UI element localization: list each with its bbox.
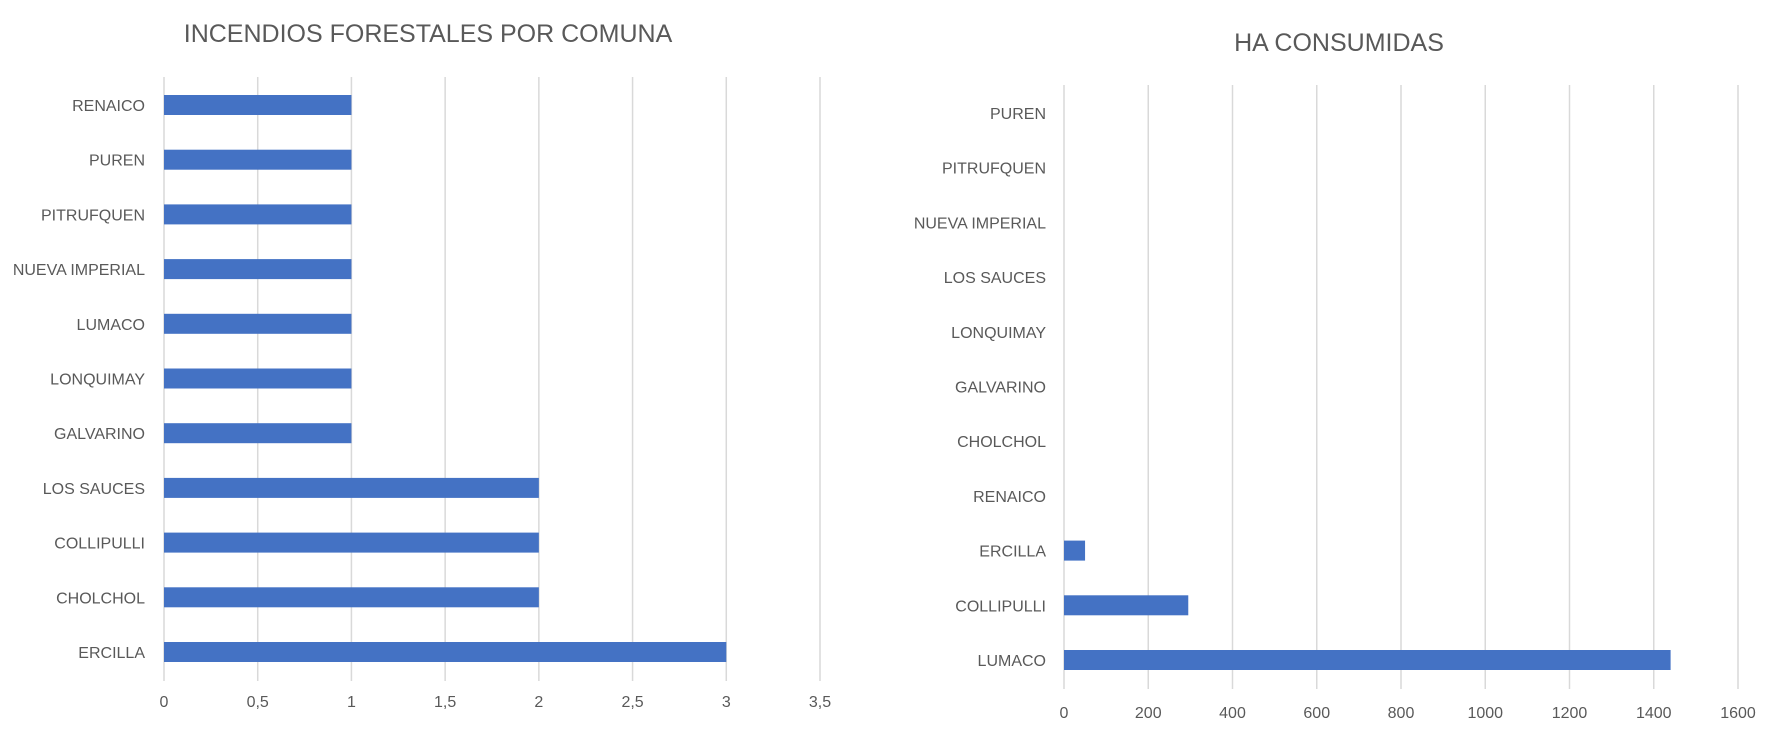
incendios-bar: [164, 95, 352, 115]
ha-consumidas-category-label: LOS SAUCES: [944, 270, 1046, 287]
incendios-bar: [164, 477, 539, 498]
incendios-x-tick-label: 2,5: [621, 694, 643, 711]
ha-consumidas-x-tick-label: 1400: [1636, 705, 1672, 722]
ha-consumidas-chart-title: HA CONSUMIDAS: [1234, 29, 1444, 57]
incendios-chart: INCENDIOS FORESTALES POR COMUNA 0 0,5 1 1,5…: [13, 20, 831, 711]
incendios-x-tick-label: 2: [534, 694, 543, 711]
incendios-category-label: PUREN: [89, 153, 145, 170]
ha-consumidas-category-label: PITRUFQUEN: [942, 161, 1046, 178]
incendios-bar: [164, 587, 539, 608]
ha-consumidas-x-tick-label: 1000: [1467, 705, 1503, 722]
ha-consumidas-category-label: COLLIPULLI: [955, 598, 1046, 615]
ha-consumidas-chart: HA CONSUMIDAS 0 200 400 600 800 1000 1200 1400 1…: [914, 29, 1756, 722]
ha-consumidas-x-tick-label: 600: [1303, 705, 1330, 722]
ha-consumidas-category-label: LONQUIMAY: [951, 325, 1046, 342]
incendios-category-label: GALVARINO: [54, 426, 145, 443]
incendios-chart-title: INCENDIOS FORESTALES POR COMUNA: [184, 20, 673, 48]
ha-consumidas-category-label: GALVARINO: [955, 380, 1046, 397]
incendios-bar: [164, 642, 727, 662]
incendios-category-label: RENAICO: [72, 98, 145, 115]
ha-consumidas-bar: [1064, 595, 1189, 616]
ha-consumidas-x-tick-label: 1200: [1552, 705, 1588, 722]
incendios-bar: [164, 259, 352, 280]
incendios-category-label: ERCILLA: [78, 645, 145, 662]
ha-consumidas-bar: [1064, 540, 1086, 561]
incendios-x-tick-label: 0,5: [247, 694, 269, 711]
ha-consumidas-category-label: LUMACO: [978, 653, 1046, 670]
ha-consumidas-category-label: NUEVA IMPERIAL: [914, 215, 1046, 232]
incendios-category-label: COLLIPULLI: [54, 536, 145, 553]
incendios-x-tick-label: 1,5: [434, 694, 456, 711]
ha-consumidas-x-tick-label: 1600: [1720, 705, 1756, 722]
incendios-x-tick-label: 3,5: [809, 694, 831, 711]
incendios-category-label: LONQUIMAY: [50, 372, 145, 389]
incendios-bar: [164, 532, 539, 553]
incendios-bar: [164, 204, 352, 225]
incendios-x-tick-label: 0: [160, 694, 169, 711]
incendios-category-label: LUMACO: [77, 317, 145, 334]
ha-consumidas-x-tick-label: 0: [1060, 705, 1069, 722]
ha-consumidas-x-tick-label: 400: [1219, 705, 1246, 722]
ha-consumidas-category-label: ERCILLA: [979, 544, 1046, 561]
incendios-category-label: LOS SAUCES: [43, 481, 145, 498]
incendios-bar: [164, 368, 352, 389]
ha-consumidas-x-tick-label: 200: [1135, 705, 1162, 722]
ha-consumidas-category-label: PUREN: [990, 106, 1046, 123]
incendios-category-label: NUEVA IMPERIAL: [13, 262, 145, 279]
ha-consumidas-bar: [1064, 650, 1671, 670]
ha-consumidas-category-label: CHOLCHOL: [957, 434, 1046, 451]
ha-consumidas-category-label: RENAICO: [973, 489, 1046, 506]
incendios-x-tick-label: 1: [347, 694, 356, 711]
incendios-x-tick-label: 3: [722, 694, 731, 711]
incendios-bar: [164, 423, 352, 444]
incendios-bar: [164, 313, 352, 334]
incendios-category-label: CHOLCHOL: [56, 590, 145, 607]
ha-consumidas-x-tick-label: 800: [1388, 705, 1415, 722]
incendios-bar: [164, 149, 352, 170]
incendios-category-label: PITRUFQUEN: [41, 207, 145, 224]
